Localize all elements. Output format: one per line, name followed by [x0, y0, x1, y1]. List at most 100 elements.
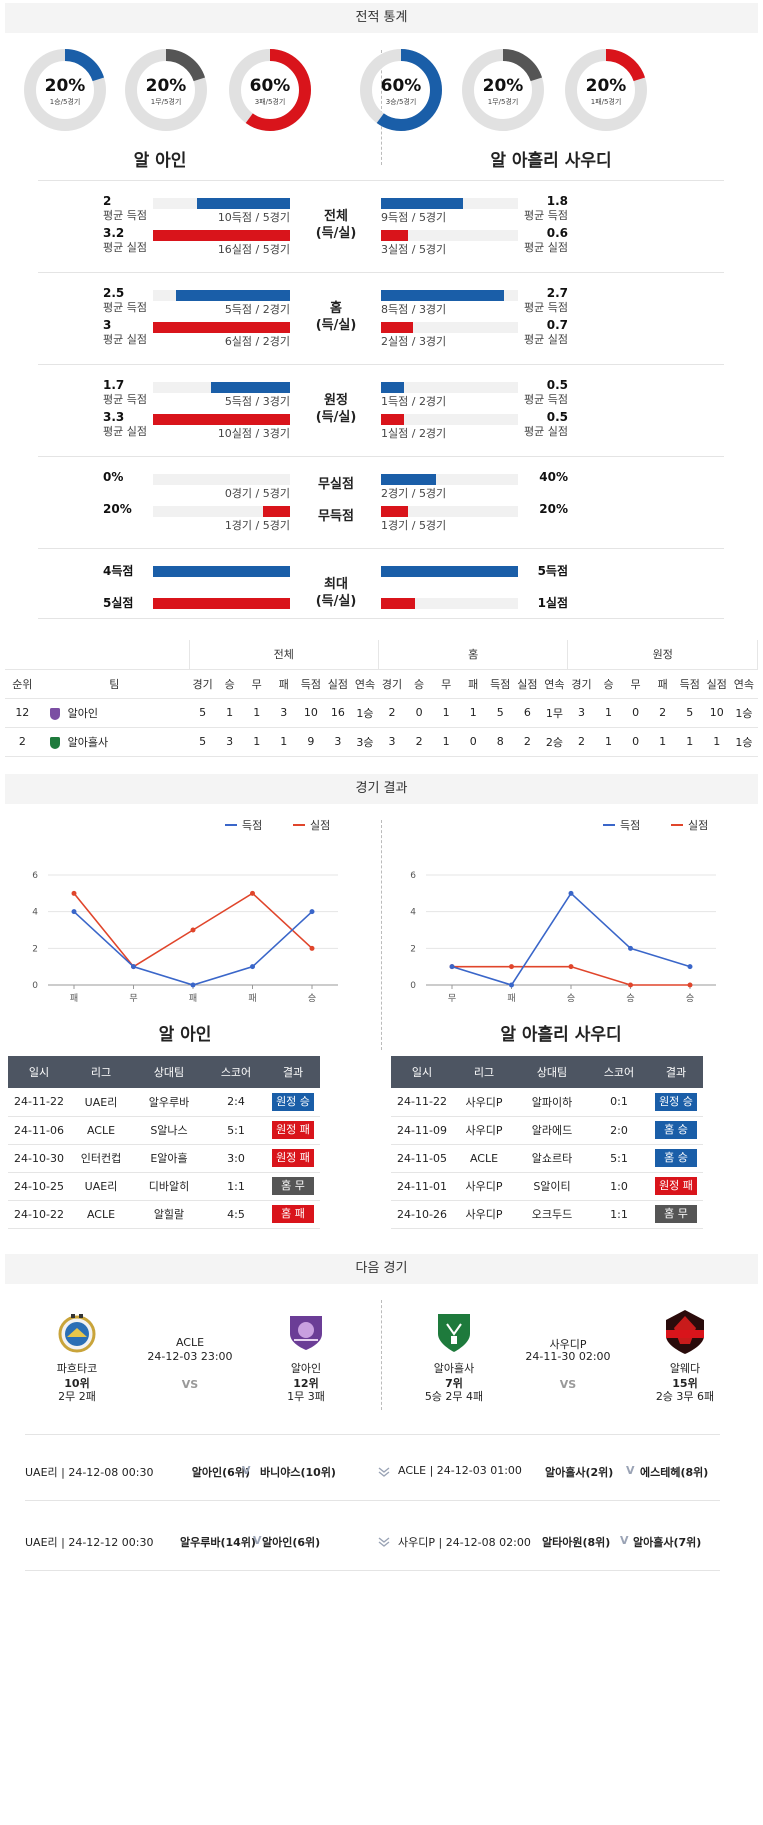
pakhtakor-crest-icon: [55, 1310, 99, 1354]
legend-label: 득점: [620, 819, 640, 832]
next-match-home[interactable]: 알우루바(14위): [180, 1536, 256, 1549]
al-ahli-crest-icon: [432, 1310, 476, 1354]
divider: [38, 272, 724, 273]
next-match-away[interactable]: 알아흘사(7위): [633, 1536, 702, 1549]
stat-value-left: 2.5: [103, 286, 125, 300]
results-row[interactable]: 24-11-22 사우디P 알파이하 0:1 원정 승: [391, 1088, 703, 1117]
results-cell: 알파이하: [515, 1088, 589, 1117]
bar-fill-left: [153, 322, 290, 333]
donut-label: 1무/5경기: [150, 98, 182, 106]
donut-percent: 60%: [249, 76, 291, 96]
fixture-away-name: 알아인: [290, 1362, 322, 1375]
x-tick-label: 승: [626, 993, 634, 1004]
donut-chart: 20% 1무/5경기: [461, 48, 545, 132]
y-tick-label: 4: [410, 908, 416, 918]
standings-col-header: 연속: [351, 669, 379, 699]
fixture-league: 사우디P: [549, 1338, 587, 1351]
results-row[interactable]: 24-10-22 ACLE 알힐랄 4:5 홈 패: [8, 1200, 320, 1229]
standings-cell: 9: [297, 727, 325, 757]
next-match-home[interactable]: 알아흘사(2위): [545, 1466, 614, 1479]
data-point: [568, 964, 574, 970]
results-col-header: 결과: [649, 1056, 703, 1088]
results-cell: ACLE: [70, 1200, 132, 1229]
standings-cell: 1: [703, 727, 731, 757]
next-match-away[interactable]: 바니야스(10위): [260, 1466, 336, 1479]
data-point: [71, 909, 77, 915]
fixture-date: 24-12-03 23:00: [147, 1350, 233, 1363]
next-match-home[interactable]: 알타아원(8위): [542, 1536, 611, 1549]
bar-fill-left: [197, 198, 290, 209]
bar-caption-right: 2경기 / 5경기: [381, 487, 447, 500]
result-badge: 원정 승: [272, 1092, 314, 1111]
y-tick-label: 2: [32, 944, 38, 954]
standings-team[interactable]: 알아흘사: [39, 727, 190, 757]
stat-label-left: 평균 득점: [103, 393, 147, 406]
results-row[interactable]: 24-11-05 ACLE 알쇼르타 5:1 홈 승: [391, 1144, 703, 1173]
standings-cell: 1: [432, 727, 460, 757]
standings-col-header: 연속: [730, 669, 758, 699]
standings-col-header: 경기: [567, 669, 595, 699]
next-match-away[interactable]: 알아인(6위): [262, 1536, 321, 1549]
results-cell: 5:1: [206, 1116, 266, 1145]
standings-col-header: 승: [594, 669, 623, 699]
results-row[interactable]: 24-10-30 인터컨컵 E알아흘 3:0 원정 패: [8, 1144, 320, 1173]
standings-team[interactable]: 알아인: [39, 698, 190, 728]
next-match-away[interactable]: 에스테헤(8위): [640, 1466, 709, 1479]
result-badge: 홈 무: [272, 1177, 314, 1195]
results-row[interactable]: 24-10-26 사우디P 오크두드 1:1 홈 무: [391, 1200, 703, 1229]
data-point: [628, 982, 633, 988]
bar-fill-left: [153, 598, 290, 609]
results-cell: 24-11-01: [391, 1172, 453, 1201]
bar-fill-left: [153, 414, 290, 425]
data-point: [250, 890, 255, 896]
y-tick-label: 6: [410, 871, 416, 881]
v-mark-icon: V: [626, 1464, 635, 1477]
results-row[interactable]: 24-11-01 사우디P S알이티 1:0 원정 패: [391, 1172, 703, 1201]
results-cell: 사우디P: [453, 1088, 515, 1117]
chevron-down-icon[interactable]: [378, 1536, 390, 1547]
donut-chart: 20% 1무/5경기: [124, 48, 208, 132]
results-row[interactable]: 24-11-06 ACLE S알나스 5:1 원정 패: [8, 1116, 320, 1145]
x-tick-label: 패: [507, 993, 515, 1004]
divider: [25, 1500, 720, 1501]
results-row[interactable]: 24-11-09 사우디P 알라에드 2:0 홈 승: [391, 1116, 703, 1145]
divider: [38, 548, 724, 549]
standings-cell: 3승: [351, 727, 379, 757]
results-col-header: 리그: [70, 1056, 132, 1088]
bar-fill-left: [211, 382, 290, 393]
bar-fill-left: [153, 566, 290, 577]
next-match-info: UAE리 | 24-12-08 00:30: [25, 1466, 154, 1479]
v-mark-icon: V: [253, 1534, 262, 1547]
standings-cell: 0: [459, 727, 487, 757]
data-point: [190, 927, 196, 933]
standings-col-header: 경기: [378, 669, 406, 699]
results-row[interactable]: 24-11-22 UAE리 알우루바 2:4 원정 승: [8, 1088, 320, 1117]
standings-col-header: 무: [243, 669, 271, 699]
data-point: [131, 964, 136, 970]
chevron-down-icon[interactable]: [378, 1466, 390, 1477]
fixture-vs: VS: [181, 1378, 199, 1391]
series-line-1: [452, 965, 690, 986]
data-point: [687, 964, 693, 970]
next-match-home[interactable]: 알아인(6위): [191, 1466, 250, 1479]
results-row[interactable]: 24-10-25 UAE리 디바알히 1:1 홈 무: [8, 1172, 320, 1201]
result-badge: 홈 승: [655, 1149, 697, 1167]
result-badge: 원정 패: [655, 1177, 697, 1195]
standings-cell: 0: [405, 698, 433, 728]
fixture-away-rank: 12위: [293, 1377, 319, 1390]
x-tick-label: 패: [248, 993, 256, 1004]
results-cell: 2:4: [206, 1088, 266, 1117]
standings-cell: 3: [216, 727, 244, 757]
results-col-header: 일시: [8, 1056, 70, 1088]
standings-col-header: 무: [432, 669, 460, 699]
x-tick-label: 승: [567, 993, 575, 1004]
standings-col-header: 경기: [189, 669, 217, 699]
stat-label-right: 평균 실점: [524, 333, 568, 346]
standings-table: 전체 홈 원정 순위 팀 경기 승 무 패 득점 실점 연속 경기 승 무 패 득점 실점 연속 경기 승 무 패 득점 실점 연…: [5, 640, 758, 757]
column-divider: [381, 50, 382, 165]
results-cell: 5:1: [589, 1144, 649, 1173]
bar-fill-right: [381, 566, 518, 577]
bar-caption-left: 0경기 / 5경기: [224, 487, 290, 500]
standings-cell: 3: [324, 727, 352, 757]
stat-value-right: 0.5: [546, 410, 568, 424]
